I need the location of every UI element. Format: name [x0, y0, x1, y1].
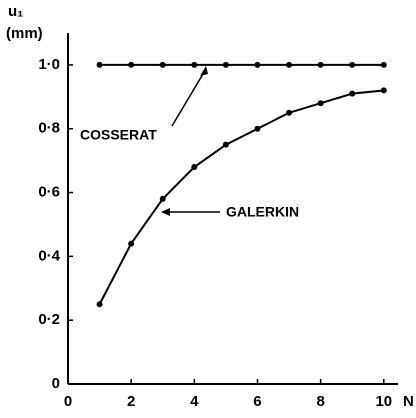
data-point: [254, 125, 261, 132]
annotation: COSSERAT: [80, 127, 157, 143]
y-axis-label: u₁: [8, 3, 23, 20]
x-tick-label: 6: [253, 393, 261, 410]
x-tick-label: 2: [127, 393, 135, 410]
data-point: [380, 61, 387, 68]
data-point: [254, 61, 261, 68]
data-point: [286, 61, 293, 68]
y-tick-label: 1·0: [38, 56, 60, 73]
x-tick-label: 0: [64, 393, 72, 410]
x-axis-label: N: [403, 393, 414, 410]
arrowhead: [161, 208, 170, 216]
data-point: [159, 61, 166, 68]
arrowhead: [200, 66, 208, 76]
data-point: [380, 87, 387, 94]
annotation-arrow: [171, 68, 207, 127]
series-line: [98, 89, 384, 305]
y-axis-unit: (mm): [6, 25, 43, 42]
annotation: GALERKIN: [226, 204, 299, 220]
data-point: [128, 240, 135, 247]
data-point: [286, 109, 293, 116]
data-point: [349, 90, 356, 97]
x-tick-label: 10: [375, 393, 392, 410]
data-point: [222, 141, 229, 148]
data-point: [191, 164, 198, 171]
y-tick-label: 0·4: [38, 247, 60, 264]
data-point: [317, 61, 324, 68]
x-tick-label: 4: [190, 393, 199, 410]
data-point: [222, 61, 229, 68]
y-tick-label: 0·6: [38, 184, 60, 201]
y-tick-label: 0: [52, 375, 60, 392]
y-tick-label: 0·2: [38, 311, 60, 328]
data-point: [191, 61, 198, 68]
x-tick-label: 8: [316, 393, 324, 410]
data-point: [96, 301, 103, 308]
data-point: [317, 100, 324, 107]
y-tick-label: 0·8: [38, 120, 60, 137]
data-point: [159, 195, 166, 202]
data-point: [96, 61, 103, 68]
data-point: [128, 61, 135, 68]
data-point: [349, 61, 356, 68]
